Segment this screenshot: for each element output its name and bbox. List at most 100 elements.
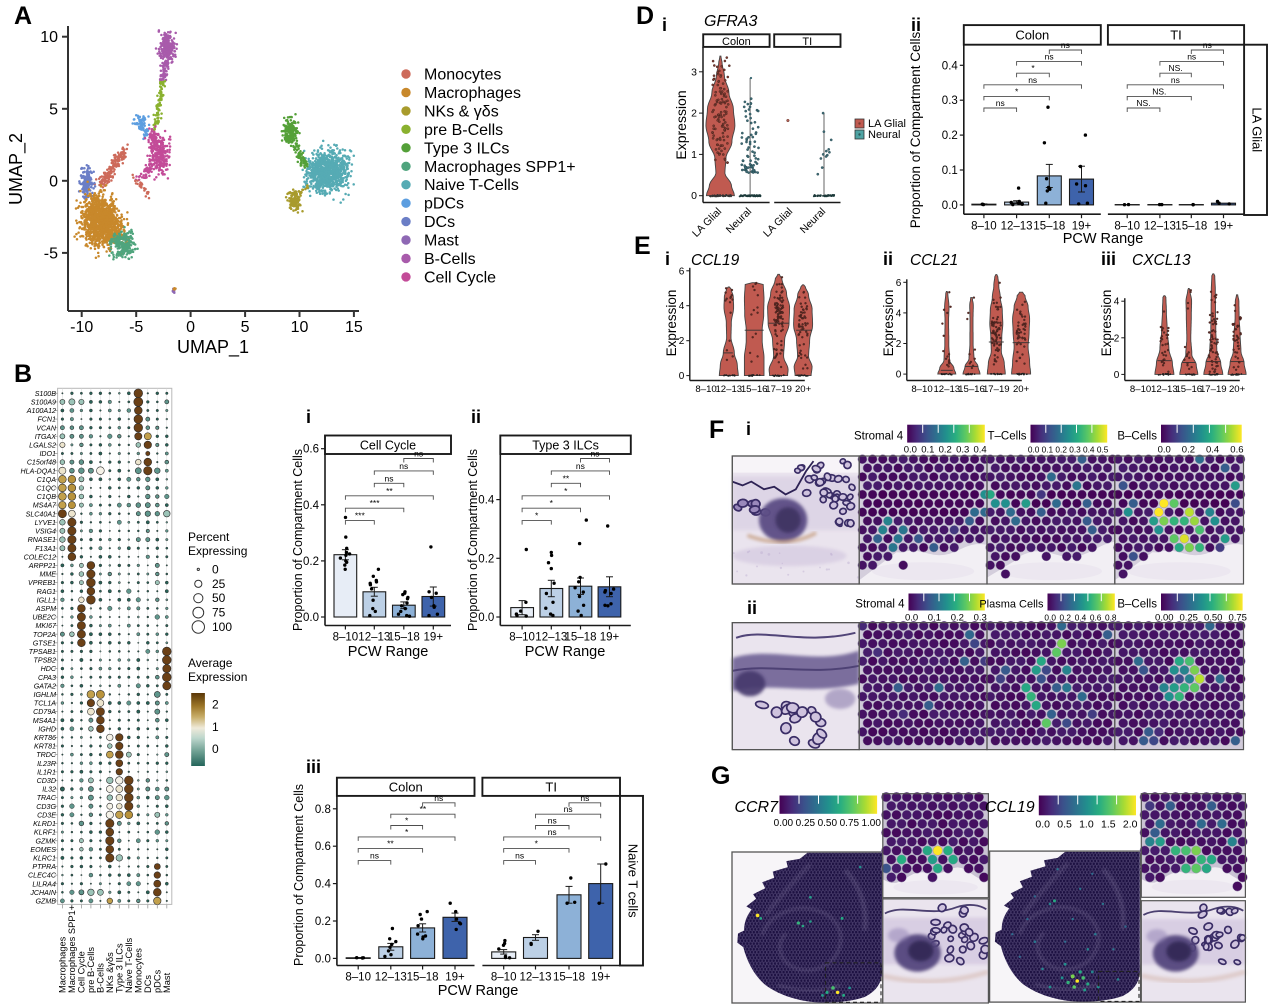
svg-text:KRT86: KRT86 (34, 734, 56, 742)
svg-text:LYVE1: LYVE1 (35, 519, 56, 527)
svg-text:TCL1A: TCL1A (34, 700, 56, 708)
svg-text:19+: 19+ (424, 632, 444, 644)
svg-text:B-Cells: B-Cells (96, 963, 106, 993)
svg-text:TRAC: TRAC (37, 794, 57, 802)
svg-text:CD79A: CD79A (33, 708, 56, 716)
svg-text:Macrophages SPP1+: Macrophages SPP1+ (424, 159, 576, 176)
svg-text:Mast: Mast (424, 233, 459, 250)
svg-text:5: 5 (241, 319, 250, 336)
svg-text:8–10: 8–10 (333, 632, 359, 644)
svg-text:KLRD1: KLRD1 (33, 820, 56, 828)
svg-text:VSIG4: VSIG4 (35, 528, 56, 536)
svg-text:10: 10 (40, 29, 58, 46)
svg-text:15: 15 (345, 319, 363, 336)
svg-text:Cell Cycle: Cell Cycle (360, 438, 416, 452)
svg-text:S100B: S100B (35, 390, 57, 398)
svg-text:HLA-DQA1: HLA-DQA1 (21, 467, 57, 475)
svg-text:pre B-Cells: pre B-Cells (86, 947, 96, 993)
svg-text:Mast: Mast (162, 972, 172, 993)
svg-text:A: A (14, 2, 32, 30)
svg-text:UBE2C: UBE2C (32, 614, 57, 622)
svg-text:IL32: IL32 (42, 786, 56, 794)
svg-text:**: ** (386, 486, 393, 496)
svg-text:Proportion of Compartment Cell: Proportion of Compartment Cells (291, 449, 305, 631)
svg-text:CD3D: CD3D (37, 777, 56, 785)
svg-text:PTPRA: PTPRA (32, 863, 56, 871)
svg-text:Cell Cycle: Cell Cycle (77, 951, 87, 993)
svg-text:***: *** (355, 511, 366, 521)
svg-text:Expression: Expression (188, 670, 247, 684)
svg-text:Naive T-Cells: Naive T-Cells (424, 177, 519, 194)
svg-text:Monocytes: Monocytes (424, 67, 501, 84)
svg-text:TRDC: TRDC (36, 751, 57, 759)
svg-text:IGLL1: IGLL1 (37, 596, 56, 604)
svg-text:0: 0 (212, 742, 219, 756)
svg-text:MS4A7: MS4A7 (33, 502, 57, 510)
svg-text:DCs: DCs (143, 975, 153, 993)
svg-text:CPA3: CPA3 (38, 674, 56, 682)
svg-text:CLEC4C: CLEC4C (28, 872, 57, 880)
svg-text:pDCs: pDCs (153, 969, 163, 993)
svg-text:Type 3 ILCs: Type 3 ILCs (424, 140, 509, 157)
svg-text:***: *** (370, 498, 381, 508)
svg-text:UMAP_1: UMAP_1 (177, 337, 249, 358)
svg-text:Expressing: Expressing (188, 544, 247, 558)
svg-text:HDC: HDC (41, 665, 57, 673)
svg-text:C1QC: C1QC (36, 485, 57, 493)
svg-text:-10: -10 (70, 319, 93, 336)
svg-text:GTSE1: GTSE1 (33, 639, 56, 647)
svg-text:A100A12: A100A12 (26, 407, 56, 415)
svg-text:COLEC12: COLEC12 (24, 553, 56, 561)
svg-text:TPSAB1: TPSAB1 (29, 648, 56, 656)
svg-text:UMAP_2: UMAP_2 (6, 133, 27, 205)
svg-text:100: 100 (212, 620, 232, 634)
svg-text:50: 50 (212, 591, 226, 605)
svg-text:Percent: Percent (188, 530, 230, 544)
svg-text:C15orf48: C15orf48 (27, 459, 56, 467)
svg-text:i: i (306, 407, 311, 427)
svg-text:15–18: 15–18 (388, 632, 420, 644)
svg-text:GZMB: GZMB (36, 898, 57, 906)
svg-text:F13A1: F13A1 (35, 545, 56, 553)
svg-text:Average: Average (188, 656, 233, 670)
svg-text:MS4A1: MS4A1 (33, 717, 56, 725)
svg-text:Macrophages: Macrophages (58, 936, 68, 993)
svg-text:FCN1: FCN1 (37, 416, 56, 424)
svg-text:IGHLM: IGHLM (34, 691, 57, 699)
svg-text:TOP2A: TOP2A (33, 631, 56, 639)
svg-text:Cell Cycle: Cell Cycle (424, 269, 496, 286)
svg-text:ARPP21: ARPP21 (28, 562, 56, 570)
svg-text:25: 25 (212, 577, 226, 591)
svg-text:LILRA4: LILRA4 (32, 880, 56, 888)
svg-text:0.0: 0.0 (303, 612, 319, 624)
svg-text:VPREB1: VPREB1 (28, 579, 56, 587)
svg-text:2: 2 (212, 698, 219, 712)
svg-text:Type 3 ILCs: Type 3 ILCs (532, 438, 599, 452)
svg-text:B-Cells: B-Cells (424, 251, 476, 268)
svg-text:pre B-Cells: pre B-Cells (424, 122, 503, 139)
svg-text:TPSB2: TPSB2 (34, 657, 57, 665)
svg-text:C1QA: C1QA (37, 476, 57, 484)
svg-text:IDO1: IDO1 (39, 450, 56, 458)
svg-text:B: B (14, 360, 32, 388)
svg-text:12–13: 12–13 (358, 632, 390, 644)
svg-text:ii: ii (471, 407, 481, 427)
svg-text:ns: ns (414, 449, 423, 459)
svg-text:LGALS2: LGALS2 (29, 442, 56, 450)
svg-text:0.2: 0.2 (303, 556, 319, 568)
svg-text:pDCs: pDCs (424, 196, 464, 213)
svg-text:-5: -5 (44, 245, 58, 262)
svg-text:GATA2: GATA2 (34, 682, 56, 690)
svg-text:Monocytes: Monocytes (134, 948, 144, 993)
svg-text:RAG1: RAG1 (37, 588, 56, 596)
svg-text:Type 3 ILCs: Type 3 ILCs (115, 943, 125, 993)
svg-text:MKI67: MKI67 (35, 622, 57, 630)
svg-text:GZMK: GZMK (36, 837, 57, 845)
svg-text:0: 0 (49, 173, 58, 190)
svg-text:IGHD: IGHD (38, 725, 56, 733)
svg-text:ASPM: ASPM (35, 605, 56, 613)
svg-text:EOMES: EOMES (30, 846, 56, 854)
svg-text:10: 10 (291, 319, 309, 336)
svg-text:C1QB: C1QB (37, 493, 57, 501)
svg-text:Macrophages: Macrophages (424, 85, 521, 102)
